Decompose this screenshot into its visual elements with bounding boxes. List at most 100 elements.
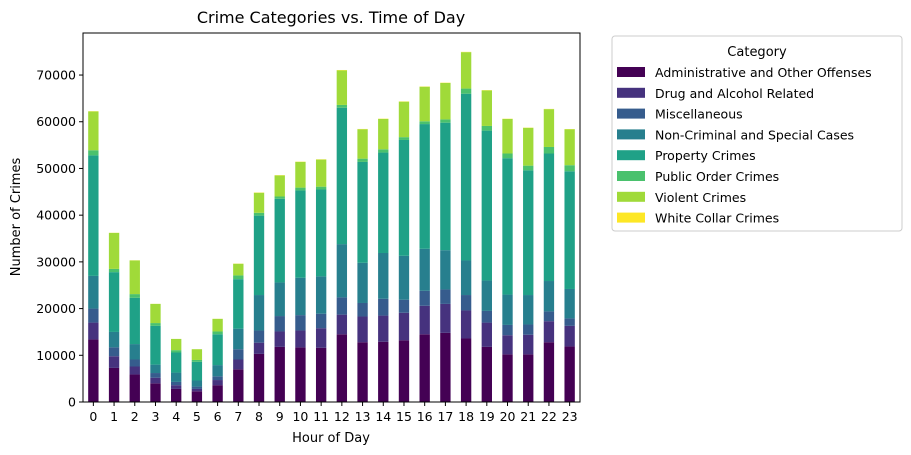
bar-segment bbox=[502, 158, 513, 295]
bar-segment bbox=[481, 90, 492, 126]
bar-segment bbox=[191, 391, 203, 402]
bar-segment bbox=[398, 299, 410, 313]
bar-segment bbox=[88, 150, 99, 156]
y-tick-label: 70000 bbox=[36, 68, 76, 83]
bar-segment bbox=[253, 353, 265, 402]
bar-segment bbox=[295, 161, 306, 188]
x-tick-label: 7 bbox=[234, 409, 242, 424]
legend-swatch bbox=[617, 67, 645, 77]
x-tick-label: 23 bbox=[562, 409, 578, 424]
bar-segment bbox=[440, 82, 451, 120]
legend-label: Non-Criminal and Special Cases bbox=[655, 127, 854, 142]
bar-segment bbox=[212, 318, 223, 332]
bar-segment bbox=[440, 332, 451, 402]
legend-items: Administrative and Other Offenses Drug an… bbox=[617, 65, 872, 226]
bar-segment bbox=[233, 263, 244, 276]
bar-segment bbox=[315, 347, 327, 402]
bar-segment bbox=[88, 308, 99, 323]
bar-segment bbox=[233, 349, 244, 360]
bar-segment bbox=[150, 383, 161, 402]
bar-segment bbox=[212, 365, 223, 377]
bar-segment bbox=[378, 149, 389, 153]
bar-segment bbox=[253, 342, 265, 354]
bar-segment bbox=[274, 346, 285, 402]
legend: Category Administrative and Other Offens… bbox=[611, 35, 903, 232]
bar-stacks bbox=[88, 51, 575, 402]
bar-segment bbox=[543, 109, 555, 147]
bar-segment bbox=[523, 334, 534, 355]
bar-segment bbox=[108, 232, 120, 269]
bar-segment bbox=[171, 350, 182, 353]
legend-swatch bbox=[617, 171, 645, 181]
x-tick-label: 15 bbox=[396, 409, 412, 424]
bar-segment bbox=[357, 342, 368, 402]
bar-segment bbox=[398, 101, 410, 138]
bar-segment bbox=[295, 315, 306, 331]
bar-segment bbox=[129, 260, 140, 295]
bar-segment bbox=[191, 388, 203, 392]
bar-segment bbox=[108, 367, 120, 402]
bar-segment bbox=[129, 297, 140, 345]
bar-segment bbox=[191, 386, 203, 389]
x-tick-label: 1 bbox=[110, 409, 118, 424]
bar-segment bbox=[212, 385, 223, 402]
bar-segment bbox=[460, 310, 472, 339]
bar-segment bbox=[212, 380, 223, 386]
bar-segment bbox=[233, 328, 244, 350]
bar-segment bbox=[212, 331, 223, 335]
bar-segment bbox=[253, 295, 265, 331]
bar-segment bbox=[315, 313, 327, 329]
y-axis-label: Number of Crimes bbox=[9, 158, 24, 277]
bar-segment bbox=[378, 298, 389, 316]
x-tick-label: 8 bbox=[255, 409, 263, 424]
bar-segment bbox=[440, 122, 451, 251]
x-tick-label: 18 bbox=[458, 409, 474, 424]
bar-segment bbox=[543, 342, 555, 402]
bar-segment bbox=[315, 189, 327, 277]
bar-segment bbox=[150, 323, 161, 326]
bar-segment bbox=[481, 322, 492, 347]
bar-segment bbox=[233, 359, 244, 370]
bar-segment bbox=[460, 260, 472, 296]
bar-segment bbox=[129, 359, 140, 367]
legend-swatch bbox=[617, 191, 645, 202]
bar-segment bbox=[357, 262, 368, 303]
bar-segment bbox=[523, 324, 534, 335]
bar-segment bbox=[481, 280, 492, 311]
legend-label: Violent Crimes bbox=[655, 190, 746, 205]
bar-segment bbox=[253, 192, 265, 213]
bar-segment bbox=[378, 152, 389, 253]
legend-swatch bbox=[617, 212, 645, 223]
x-tick-label: 2 bbox=[131, 409, 139, 424]
bar-segment bbox=[171, 338, 182, 351]
bar-segment bbox=[191, 349, 203, 360]
bar-segment bbox=[440, 250, 451, 290]
chart-title: Crime Categories vs. Time of Day bbox=[197, 8, 465, 27]
x-tick-label: 20 bbox=[500, 409, 516, 424]
bar-segment bbox=[502, 118, 513, 154]
bar-segment bbox=[460, 88, 472, 94]
bar-segment bbox=[129, 294, 140, 298]
x-tick-label: 5 bbox=[193, 409, 201, 424]
bar-segment bbox=[129, 374, 140, 402]
bar-segment bbox=[502, 324, 513, 336]
bar-segment bbox=[357, 302, 368, 317]
bar-segment bbox=[274, 198, 285, 283]
bar-segment bbox=[523, 295, 534, 325]
bar-segment bbox=[88, 155, 99, 276]
x-tick-label: 17 bbox=[437, 409, 453, 424]
bar-segment bbox=[523, 127, 534, 166]
bar-segment bbox=[357, 161, 368, 263]
bar-segment bbox=[481, 130, 492, 281]
x-tick-label: 13 bbox=[355, 409, 371, 424]
bar-segment bbox=[295, 190, 306, 278]
bar-segment bbox=[150, 364, 161, 374]
bar-segment bbox=[419, 121, 430, 125]
y-tick-label: 30000 bbox=[36, 254, 76, 269]
x-tick-label: 16 bbox=[417, 409, 433, 424]
bar-segment bbox=[564, 165, 575, 172]
bar-segment bbox=[88, 111, 99, 151]
bar-segment bbox=[398, 340, 410, 402]
bar-segment bbox=[88, 275, 99, 309]
